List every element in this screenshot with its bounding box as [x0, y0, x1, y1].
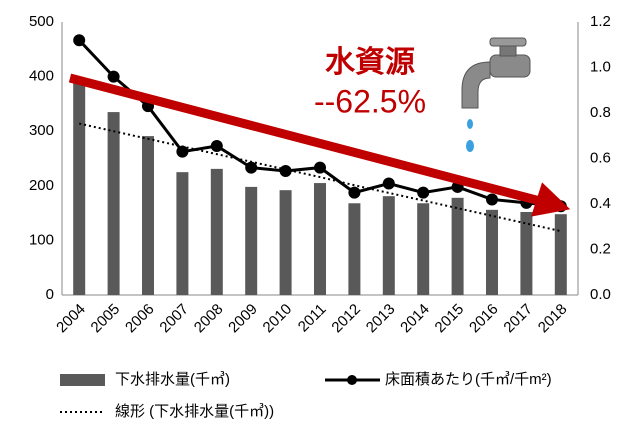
line-point: [279, 165, 292, 178]
y2-tick-label: 0.6: [590, 149, 611, 166]
legend-swatch: [347, 375, 357, 385]
y2-tick-label: 1.2: [590, 13, 611, 30]
y-tick-label: 100: [29, 231, 54, 248]
bar: [210, 168, 223, 295]
legend-swatch: [60, 374, 105, 386]
bar: [348, 203, 361, 295]
bar: [107, 112, 120, 295]
x-tick-label: 2008: [191, 301, 227, 337]
x-tick-label: 2018: [535, 301, 571, 337]
x-tick-label: 2011: [295, 301, 330, 336]
y-tick-label: 0: [46, 286, 54, 303]
y2-tick-label: 1.0: [590, 58, 611, 75]
y-tick-label: 400: [29, 68, 54, 85]
bar: [245, 186, 258, 295]
bar: [176, 172, 189, 295]
line-point: [382, 177, 395, 190]
bar: [554, 214, 567, 295]
bar: [382, 196, 395, 295]
line-point: [417, 186, 430, 199]
faucet-icon: [461, 37, 531, 152]
x-tick-label: 2015: [432, 301, 468, 337]
y-tick-label: 200: [29, 177, 54, 194]
y-tick-label: 300: [29, 122, 54, 139]
bar: [142, 136, 154, 295]
y2-tick-label: 0.8: [590, 104, 611, 121]
y2-tick-label: 0.2: [590, 240, 611, 257]
bar: [451, 197, 464, 295]
bar: [520, 212, 533, 295]
bar: [314, 183, 326, 295]
bar: [417, 203, 430, 295]
x-tick-label: 2005: [88, 301, 124, 337]
y2-tick-label: 0.0: [590, 286, 611, 303]
trend-arrow: [68, 73, 542, 206]
x-tick-label: 2009: [225, 301, 261, 337]
bar: [486, 209, 498, 295]
line-point: [73, 34, 86, 47]
x-tick-label: 2014: [397, 301, 433, 337]
legend-label: 下水排水量(千㎥): [115, 371, 230, 388]
bar: [73, 80, 86, 295]
x-tick-label: 2004: [53, 301, 89, 337]
x-tick-label: 2006: [122, 301, 158, 337]
x-tick-label: 2017: [500, 301, 536, 337]
line-point: [210, 139, 223, 152]
legend-label: 床面積あたり(千㎥/千m²): [385, 371, 552, 388]
line-point: [314, 161, 326, 174]
x-tick-label: 2013: [363, 301, 399, 337]
trend-arrow-head: [531, 182, 571, 217]
annotation: --62.5%: [314, 83, 426, 119]
line-point: [348, 186, 361, 199]
y-tick-label: 500: [29, 13, 54, 30]
legend-label: 線形 (下水排水量(千㎥)): [115, 403, 274, 420]
bar: [279, 190, 292, 295]
line-point: [107, 70, 120, 83]
x-tick-label: 2010: [260, 301, 296, 337]
line-point: [176, 145, 189, 158]
trend-line: [78, 122, 562, 233]
x-tick-label: 2012: [328, 301, 364, 337]
x-tick-label: 2016: [466, 301, 502, 337]
line-point: [486, 193, 498, 206]
x-tick-label: 2007: [156, 301, 192, 337]
line-point: [245, 161, 258, 174]
y2-tick-label: 0.4: [590, 195, 611, 212]
annotation: 水資源: [325, 46, 415, 79]
